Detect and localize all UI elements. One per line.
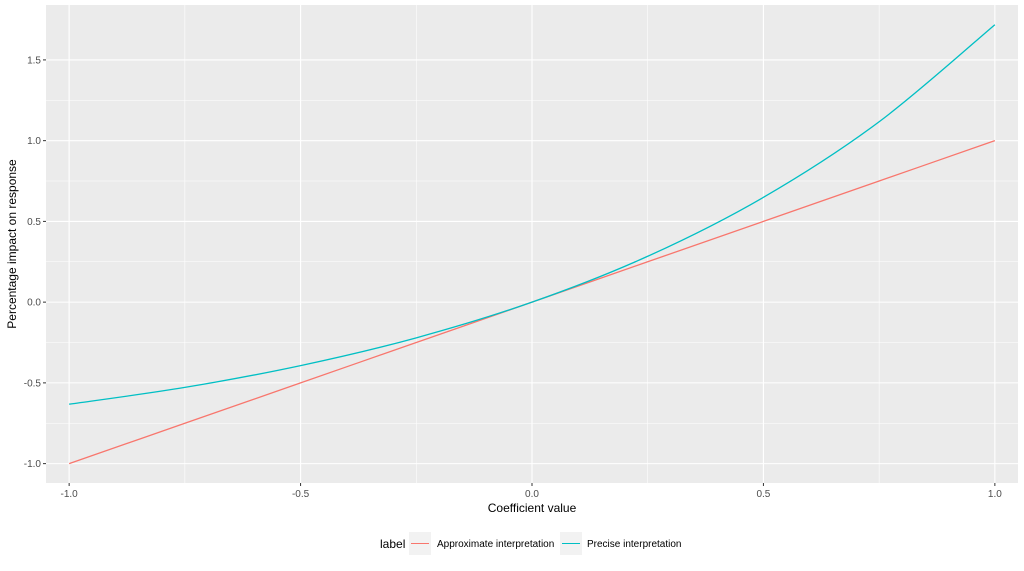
legend: label Approximate interpretation Precise… [380,532,682,555]
series-line-precise-interpretation [69,24,996,405]
y-tick-label: 0.5 [27,217,41,228]
y-axis: -1.0 -0.5 0.0 0.5 1.0 1.5 [24,55,46,470]
y-axis-title: Percentage impact on response [5,159,19,329]
series-lines [68,24,996,465]
legend-label-approximate: Approximate interpretation [437,539,554,550]
x-tick-label: 0.0 [525,489,539,500]
x-tick-label: -1.0 [61,489,79,500]
x-axis-title: Coefficient value [488,501,577,515]
y-tick-label: 1.0 [27,136,41,147]
y-tick-label: -1.0 [24,459,42,470]
x-tick-label: 1.0 [988,489,1002,500]
y-tick-label: -0.5 [24,378,42,389]
y-tick-label: 0.0 [27,298,41,309]
x-tick-label: -0.5 [292,489,310,500]
legend-label-precise: Precise interpretation [587,539,682,550]
x-tick-label: 0.5 [756,489,770,500]
x-axis: -1.0 -0.5 0.0 0.5 1.0 [61,483,1002,500]
legend-title: label [380,537,405,551]
y-tick-label: 1.5 [27,55,41,66]
